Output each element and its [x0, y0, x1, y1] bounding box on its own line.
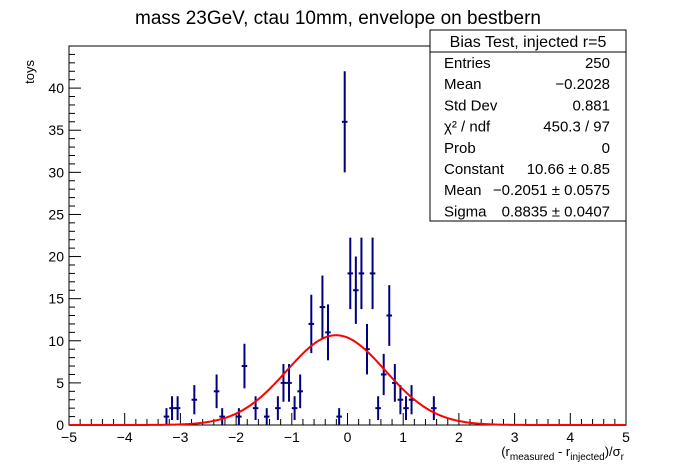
x-tick-label: 1	[399, 429, 407, 445]
stats-row-value: −0.2028	[555, 76, 610, 93]
data-point	[191, 385, 198, 415]
data-point	[397, 385, 404, 415]
data-point	[380, 353, 387, 396]
stats-row-value: −0.2051 ± 0.0575	[493, 182, 610, 199]
x-label-sub-r: r	[621, 452, 625, 463]
data-point	[169, 396, 175, 421]
stats-row-value: 10.66 ± 0.85	[527, 161, 610, 178]
x-tick-label: −5	[61, 429, 77, 445]
data-point	[369, 237, 376, 310]
stats-row-label: Std Dev	[444, 97, 498, 114]
data-point	[291, 396, 298, 421]
stats-box-frame	[429, 29, 627, 222]
gaussian-fit-curve	[69, 334, 626, 426]
data-point	[347, 237, 354, 310]
x-tick-label: −2	[228, 429, 244, 445]
data-point	[263, 408, 270, 425]
x-tick-label: 5	[622, 429, 630, 445]
x-tick-label: 3	[511, 429, 519, 445]
stats-box-title: Bias Test, injected r=5	[450, 34, 607, 51]
stats-row-value: 250	[585, 55, 610, 72]
stats-row-label: Mean	[444, 182, 482, 199]
stats-rows: Entries 250 Mean −0.2028 Std Dev 0.881 χ² / nd…	[444, 55, 610, 220]
data-point	[341, 71, 348, 173]
x-tick-label: 4	[566, 429, 574, 445]
stats-row-label: Sigma	[444, 203, 487, 220]
y-axis: 0 5 10 15 20 25 30 35 40	[48, 45, 81, 433]
data-point	[403, 396, 409, 421]
data-point	[336, 408, 342, 425]
stats-row-value: 450.3 / 97	[543, 119, 610, 136]
x-tick-label: −4	[117, 429, 133, 445]
data-point	[431, 396, 437, 421]
chart-title: mass 23GeV, ctau 10mm, envelope on bestb…	[135, 8, 541, 29]
data-point	[219, 408, 225, 425]
y-tick-label: 35	[48, 122, 64, 138]
data-point	[286, 364, 292, 402]
x-label-sub-measured: measured	[510, 452, 554, 463]
stats-row-label: Constant	[444, 161, 505, 178]
y-axis-label: toys	[22, 60, 37, 84]
stats-row-value: 0.881	[572, 97, 610, 114]
y-tick-label: 10	[48, 333, 64, 349]
x-label-sub-injected: injected	[570, 452, 604, 463]
data-point	[386, 285, 393, 346]
data-point	[275, 396, 281, 421]
data-point	[325, 304, 331, 361]
data-point	[297, 374, 303, 409]
data-point	[375, 396, 381, 421]
x-axis: −5 −4 −3 −2 −1 0 1 2 3 4 5	[61, 413, 630, 445]
y-tick-label: 40	[48, 80, 64, 96]
data-point	[308, 294, 315, 354]
data-point	[241, 343, 248, 389]
stats-row-label: Prob	[444, 140, 476, 157]
x-label-middle: - r	[554, 444, 571, 459]
data-point	[353, 256, 359, 324]
stats-row-label: χ² / ndf	[444, 119, 491, 136]
data-point	[174, 396, 181, 421]
y-tick-label: 25	[48, 206, 64, 222]
y-tick-label: 30	[48, 164, 64, 180]
data-point	[163, 408, 170, 425]
stats-row-label: Entries	[444, 55, 491, 72]
x-tick-label: 0	[344, 429, 352, 445]
stats-row-label: Mean	[444, 76, 482, 93]
x-tick-label: −1	[284, 429, 300, 445]
y-tick-label: 20	[48, 249, 64, 265]
x-tick-label: −3	[172, 429, 188, 445]
stats-legend-box: Bias Test, injected r=5 Entries 250 Mean −0…	[429, 29, 627, 222]
data-point	[280, 364, 287, 402]
data-point	[236, 408, 242, 425]
y-tick-label: 0	[56, 417, 64, 433]
data-point	[319, 275, 326, 339]
x-axis-label: (rmeasured - rinjected)/σr	[501, 444, 624, 463]
y-tick-label: 15	[48, 291, 64, 307]
data-points	[163, 71, 437, 425]
data-point	[358, 237, 365, 310]
x-tick-label: 2	[455, 429, 463, 445]
x-label-prefix: (r	[501, 444, 510, 459]
x-label-suffix: )/σ	[605, 444, 621, 459]
y-tick-label: 5	[56, 375, 64, 391]
data-point	[213, 374, 220, 409]
stats-row-value: 0	[602, 140, 610, 157]
stats-row-value: 0.8835 ± 0.0407	[502, 203, 610, 220]
